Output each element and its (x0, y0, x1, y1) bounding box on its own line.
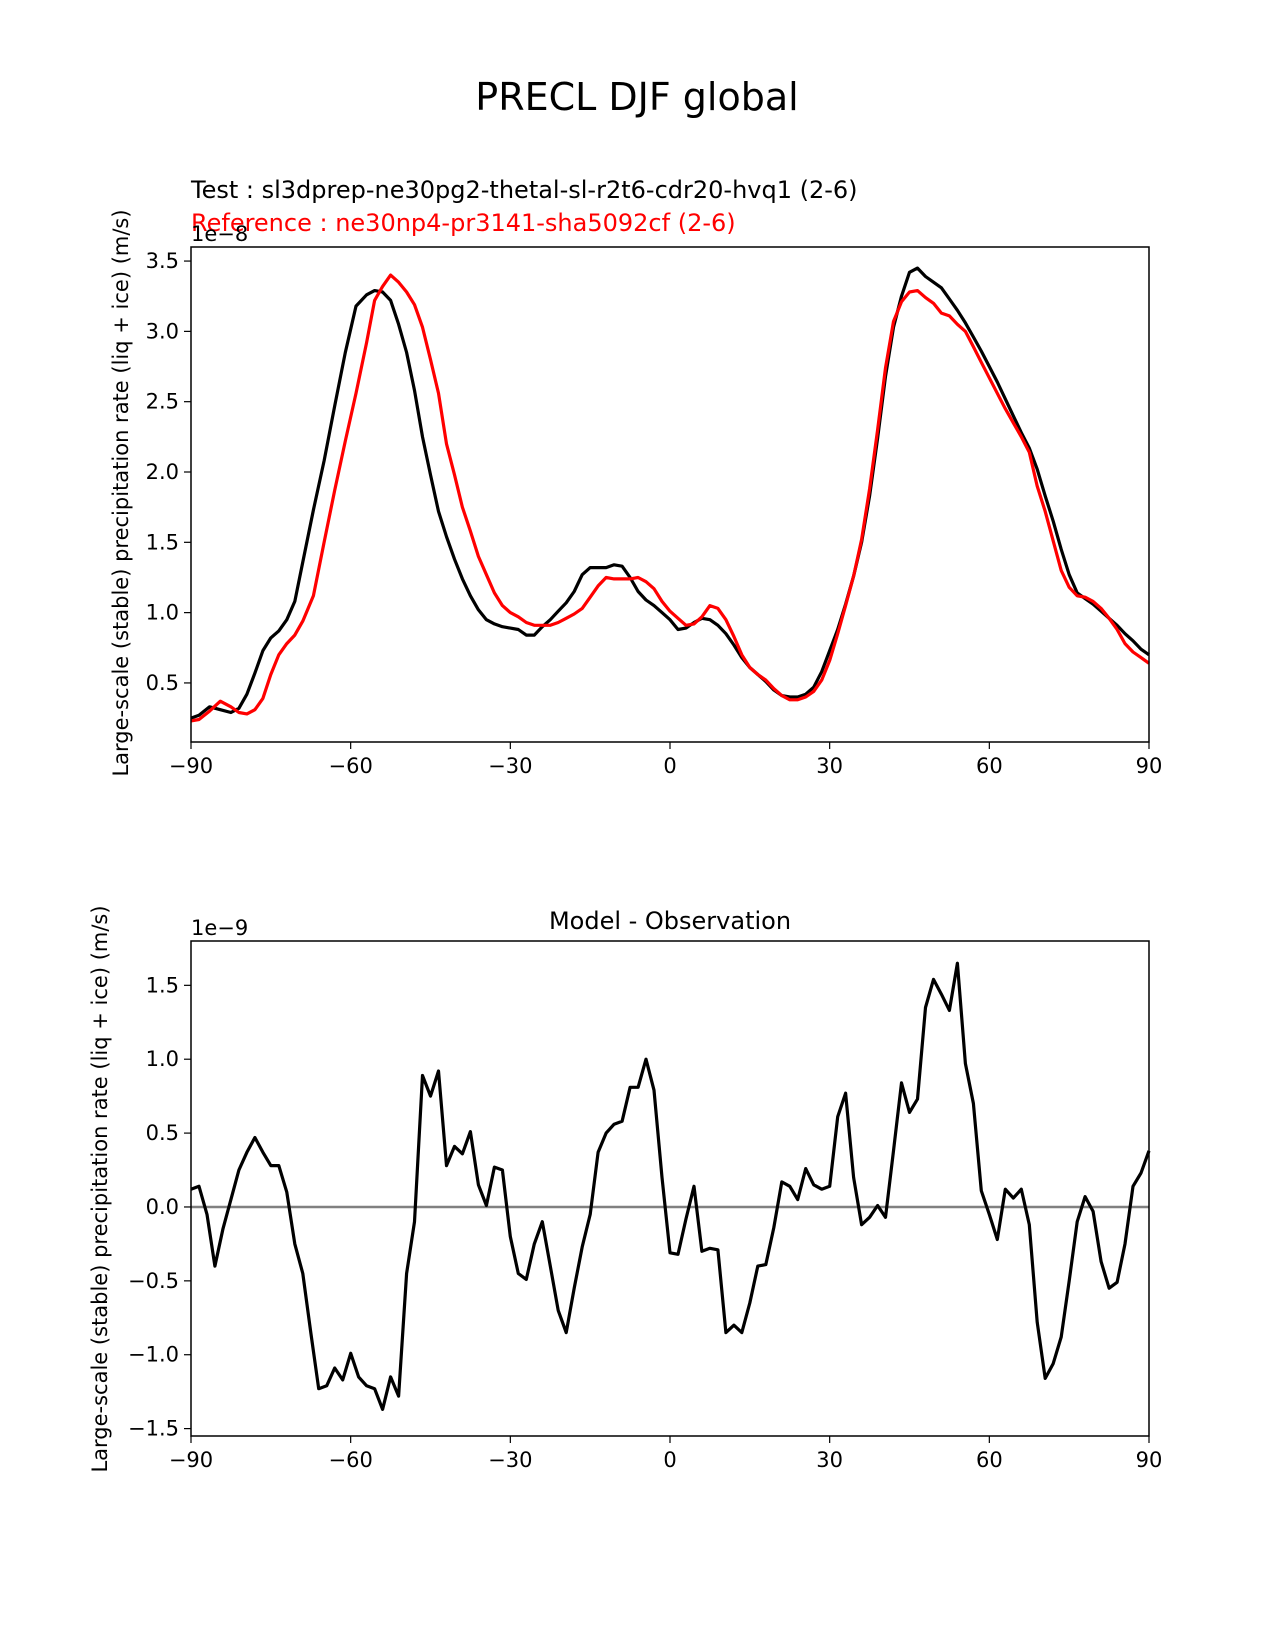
bottom-title: Model - Observation (549, 907, 791, 935)
bottom-xtick-label: 30 (816, 1448, 843, 1472)
top-ytick-label: 1.5 (146, 530, 179, 554)
top-panel: Test : sl3dprep-ne30pg2-thetal-sl-r2t6-c… (109, 176, 1162, 778)
bottom-xtick-label: 90 (1136, 1448, 1163, 1472)
test-subtitle: Test : sl3dprep-ne30pg2-thetal-sl-r2t6-c… (190, 176, 858, 204)
bottom-ytick-label: −0.5 (128, 1269, 179, 1293)
top-ytick-label: 2.0 (146, 460, 179, 484)
bottom-xtick-label: −60 (329, 1448, 373, 1472)
top-xtick-label: 30 (816, 754, 843, 778)
top-xtick-label: 90 (1136, 754, 1163, 778)
top-ytick-label: 0.5 (146, 671, 179, 695)
top-ytick-label: 2.5 (146, 390, 179, 414)
top-xtick-label: −90 (169, 754, 213, 778)
top-y-axis-label: Large-scale (stable) precipitation rate … (109, 209, 133, 776)
top-offset-text: 1e−8 (191, 222, 248, 246)
bottom-ticks: −90 −60 −30 0 30 60 90 −1.5 −1.0 −0.5 0.0 0.5 1.0 1.5 (128, 973, 1162, 1472)
bottom-ytick-label: −1.5 (128, 1417, 179, 1441)
top-lines (190, 266, 1150, 723)
bottom-series-line-0 (190, 961, 1151, 1412)
top-series-line-1 (190, 273, 1150, 723)
bottom-xtick-label: −90 (169, 1448, 213, 1472)
top-series-line-0 (190, 266, 1150, 720)
reference-subtitle: Reference : ne30np4-pr3141-sha5092cf (2-… (191, 209, 736, 237)
figure-title: PRECL DJF global (475, 75, 798, 119)
bottom-lines (190, 961, 1151, 1412)
bottom-ytick-label: −1.0 (128, 1343, 179, 1367)
bottom-xtick-label: 0 (663, 1448, 676, 1472)
bottom-xtick-label: −30 (488, 1448, 532, 1472)
top-ytick-label: 3.0 (146, 319, 179, 343)
bottom-y-axis-label: Large-scale (stable) precipitation rate … (88, 905, 112, 1472)
bottom-ytick-label: 1.0 (146, 1047, 179, 1071)
top-ticks: −90 −60 −30 0 30 60 90 0.5 1.0 1.5 2.0 2.5 3.0 3.5 (146, 249, 1163, 778)
top-xtick-label: −60 (329, 754, 373, 778)
top-ytick-label: 1.0 (146, 601, 179, 625)
bottom-ytick-label: 0.5 (146, 1121, 179, 1145)
bottom-ytick-label: 1.5 (146, 973, 179, 997)
bottom-ytick-label: 0.0 (146, 1195, 179, 1219)
top-xtick-label: −30 (488, 754, 532, 778)
top-axes-frame (190, 246, 1150, 743)
bottom-offset-text: 1e−9 (191, 916, 248, 940)
top-xtick-label: 60 (976, 754, 1003, 778)
bottom-axes-frame (190, 940, 1150, 1437)
bottom-xtick-label: 60 (976, 1448, 1003, 1472)
top-xtick-label: 0 (663, 754, 676, 778)
bottom-panel: Model - Observation 1e−9 Large-scale (st… (88, 905, 1162, 1472)
top-ytick-label: 3.5 (146, 249, 179, 273)
